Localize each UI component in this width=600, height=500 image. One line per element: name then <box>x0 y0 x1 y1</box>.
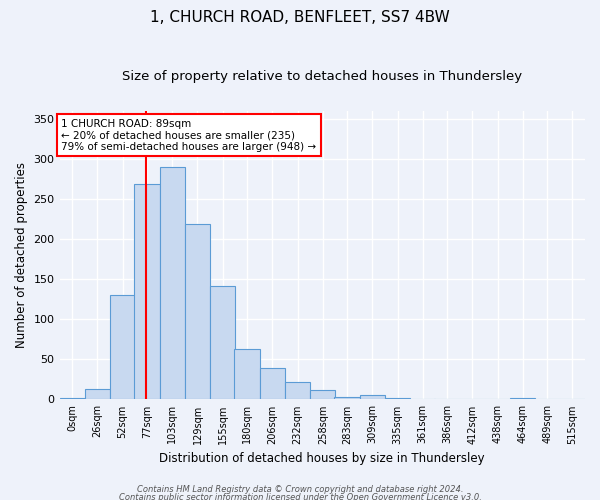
Bar <box>85 389 110 400</box>
Text: Contains public sector information licensed under the Open Government Licence v3: Contains public sector information licen… <box>119 494 481 500</box>
Bar <box>359 394 385 400</box>
Bar <box>185 224 210 400</box>
Bar <box>334 397 359 400</box>
Bar <box>510 398 535 400</box>
Bar <box>210 286 235 400</box>
Y-axis label: Number of detached properties: Number of detached properties <box>15 162 28 348</box>
Bar <box>59 398 85 400</box>
Text: 1 CHURCH ROAD: 89sqm
← 20% of detached houses are smaller (235)
79% of semi-deta: 1 CHURCH ROAD: 89sqm ← 20% of detached h… <box>61 118 317 152</box>
Title: Size of property relative to detached houses in Thundersley: Size of property relative to detached ho… <box>122 70 523 83</box>
Bar <box>385 398 410 400</box>
Bar <box>134 184 160 400</box>
Text: Contains HM Land Registry data © Crown copyright and database right 2024.: Contains HM Land Registry data © Crown c… <box>137 485 463 494</box>
Bar <box>110 295 136 400</box>
Bar <box>285 382 310 400</box>
X-axis label: Distribution of detached houses by size in Thundersley: Distribution of detached houses by size … <box>160 452 485 465</box>
Bar <box>160 166 185 400</box>
Text: 1, CHURCH ROAD, BENFLEET, SS7 4BW: 1, CHURCH ROAD, BENFLEET, SS7 4BW <box>150 10 450 25</box>
Bar <box>235 349 260 400</box>
Bar <box>260 368 285 400</box>
Bar <box>310 390 335 400</box>
